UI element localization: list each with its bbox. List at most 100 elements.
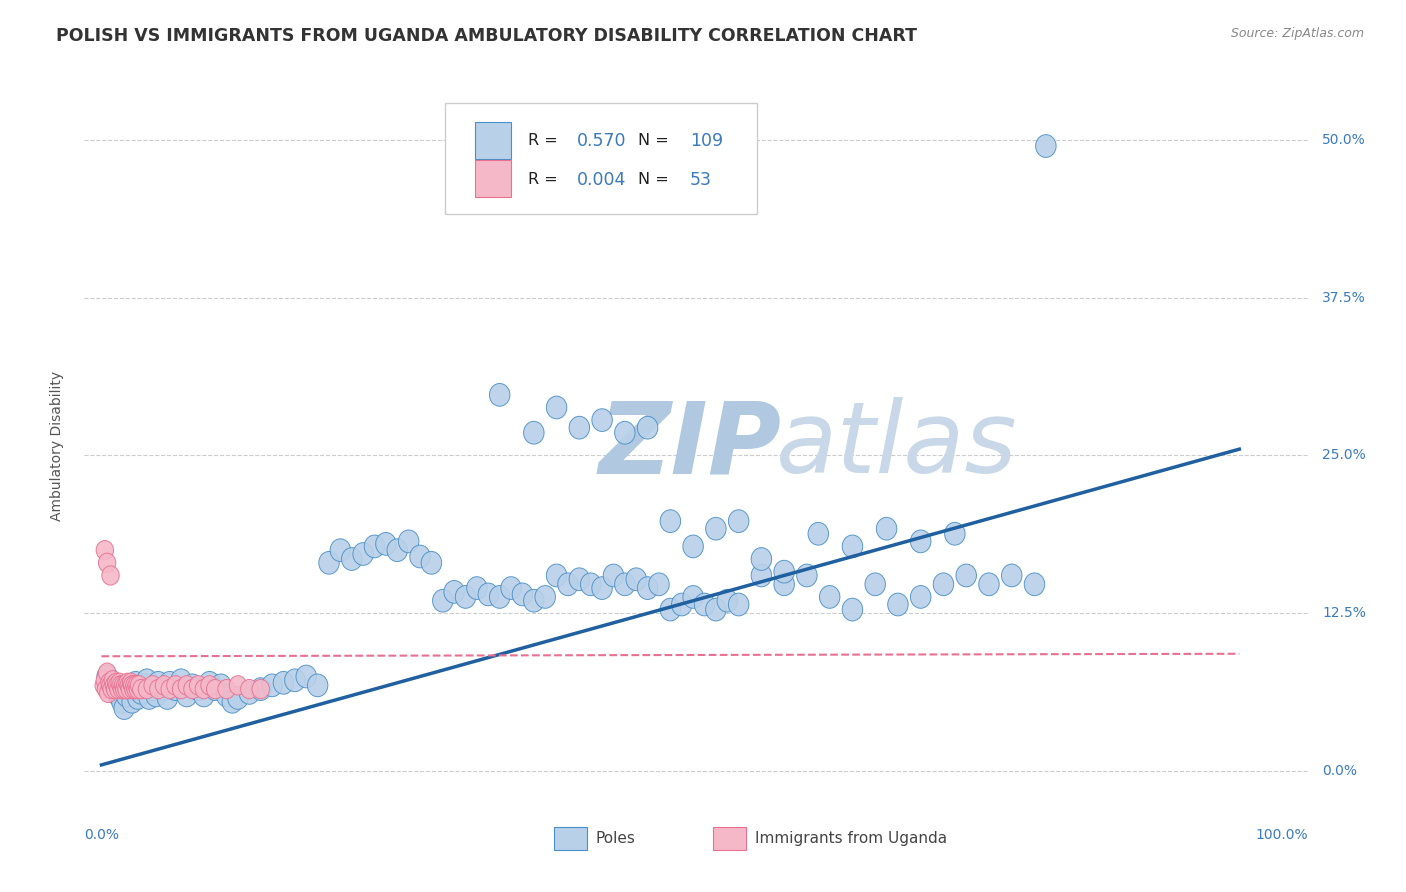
Ellipse shape [142, 678, 163, 700]
Ellipse shape [683, 585, 703, 608]
Ellipse shape [96, 541, 114, 560]
Ellipse shape [125, 680, 142, 698]
Ellipse shape [190, 675, 207, 695]
Ellipse shape [422, 551, 441, 574]
Text: R =: R = [529, 172, 558, 187]
Ellipse shape [128, 687, 148, 709]
Ellipse shape [398, 530, 419, 553]
Ellipse shape [614, 573, 636, 596]
Ellipse shape [104, 671, 121, 690]
Ellipse shape [139, 687, 159, 709]
Ellipse shape [184, 680, 201, 698]
Text: Source: ZipAtlas.com: Source: ZipAtlas.com [1230, 27, 1364, 40]
Ellipse shape [177, 684, 197, 706]
Text: 0.004: 0.004 [578, 171, 627, 189]
Text: 100.0%: 100.0% [1256, 828, 1308, 842]
Ellipse shape [626, 568, 647, 591]
Ellipse shape [581, 573, 600, 596]
Ellipse shape [444, 581, 464, 603]
Ellipse shape [101, 673, 118, 692]
Text: 0.0%: 0.0% [1322, 764, 1357, 778]
Ellipse shape [820, 585, 839, 608]
Ellipse shape [773, 560, 794, 583]
Ellipse shape [120, 673, 136, 692]
Ellipse shape [683, 535, 703, 558]
Ellipse shape [153, 678, 174, 700]
Ellipse shape [865, 573, 886, 596]
Ellipse shape [547, 396, 567, 419]
Text: POLISH VS IMMIGRANTS FROM UGANDA AMBULATORY DISABILITY CORRELATION CHART: POLISH VS IMMIGRANTS FROM UGANDA AMBULAT… [56, 27, 917, 45]
Text: 53: 53 [690, 171, 711, 189]
Ellipse shape [120, 675, 138, 695]
Ellipse shape [648, 573, 669, 596]
Text: R =: R = [529, 133, 558, 148]
Ellipse shape [114, 680, 131, 698]
Text: Poles: Poles [596, 831, 636, 846]
Text: Immigrants from Uganda: Immigrants from Uganda [755, 831, 946, 846]
FancyBboxPatch shape [713, 827, 747, 850]
Ellipse shape [96, 675, 112, 695]
Ellipse shape [297, 665, 316, 688]
Ellipse shape [262, 674, 283, 697]
Ellipse shape [112, 675, 129, 695]
Ellipse shape [155, 675, 173, 695]
Ellipse shape [143, 675, 162, 695]
Ellipse shape [173, 680, 190, 698]
Ellipse shape [111, 673, 128, 692]
Ellipse shape [117, 684, 136, 706]
Ellipse shape [98, 553, 115, 573]
Ellipse shape [131, 681, 152, 705]
Ellipse shape [911, 585, 931, 608]
Ellipse shape [478, 583, 499, 606]
Ellipse shape [773, 573, 794, 596]
FancyBboxPatch shape [475, 160, 512, 197]
Ellipse shape [319, 551, 339, 574]
Ellipse shape [728, 593, 749, 615]
FancyBboxPatch shape [446, 103, 758, 214]
Ellipse shape [194, 684, 214, 706]
Ellipse shape [342, 548, 361, 570]
Ellipse shape [114, 697, 135, 720]
Ellipse shape [808, 523, 828, 545]
Ellipse shape [661, 599, 681, 621]
Ellipse shape [240, 680, 259, 698]
Ellipse shape [107, 680, 124, 698]
Ellipse shape [1036, 135, 1056, 157]
Ellipse shape [118, 680, 135, 698]
Ellipse shape [132, 680, 150, 698]
Ellipse shape [125, 672, 146, 694]
Text: 50.0%: 50.0% [1322, 133, 1367, 146]
Ellipse shape [229, 675, 246, 695]
Ellipse shape [149, 680, 167, 698]
Ellipse shape [183, 674, 202, 697]
Ellipse shape [165, 678, 186, 700]
Ellipse shape [637, 417, 658, 439]
Ellipse shape [205, 678, 225, 700]
Ellipse shape [534, 585, 555, 608]
Text: N =: N = [638, 133, 669, 148]
Text: 37.5%: 37.5% [1322, 291, 1367, 304]
Ellipse shape [706, 599, 725, 621]
Ellipse shape [188, 678, 208, 700]
Ellipse shape [107, 673, 125, 692]
Ellipse shape [911, 530, 931, 553]
Ellipse shape [96, 671, 114, 690]
Text: 12.5%: 12.5% [1322, 607, 1367, 620]
Text: 109: 109 [690, 132, 723, 150]
Ellipse shape [387, 539, 408, 562]
Ellipse shape [138, 680, 156, 698]
Ellipse shape [97, 665, 117, 688]
Ellipse shape [105, 678, 125, 700]
Ellipse shape [127, 680, 145, 698]
Ellipse shape [569, 417, 589, 439]
Ellipse shape [945, 523, 965, 545]
Ellipse shape [523, 421, 544, 444]
Ellipse shape [100, 683, 117, 703]
Text: 0.570: 0.570 [578, 132, 627, 150]
Ellipse shape [179, 675, 195, 695]
Text: 25.0%: 25.0% [1322, 449, 1367, 462]
Ellipse shape [105, 675, 122, 695]
Ellipse shape [501, 577, 522, 599]
Ellipse shape [159, 672, 180, 694]
Ellipse shape [409, 545, 430, 568]
